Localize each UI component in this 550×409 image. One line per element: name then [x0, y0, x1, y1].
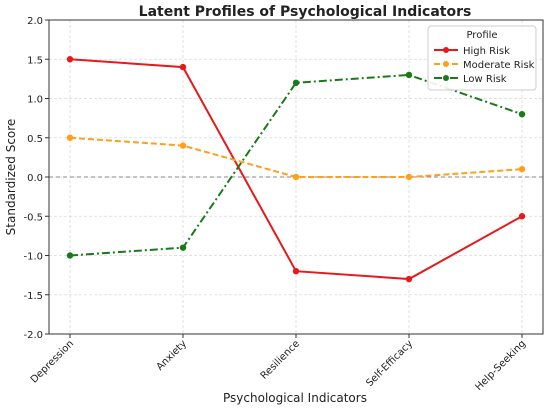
data-point-moderate-risk [405, 173, 413, 181]
y-tick-label: 1.0 [27, 95, 43, 106]
data-point-high-risk [518, 213, 526, 220]
legend-marker [443, 61, 449, 67]
data-point-low-risk [518, 111, 526, 118]
y-tick-label: -1.0 [23, 252, 43, 263]
data-point-moderate-risk [518, 165, 526, 173]
data-point-low-risk [66, 252, 74, 259]
y-tick-label: 2.0 [27, 16, 43, 27]
x-tick-label: Help-Seeking [473, 338, 528, 393]
y-tick-label: 0.5 [27, 134, 43, 145]
y-tick-label: -2.0 [23, 330, 43, 341]
y-tick-label: 0.0 [27, 173, 43, 184]
data-point-high-risk [66, 56, 74, 63]
data-point-low-risk [179, 244, 187, 251]
data-point-high-risk [292, 268, 300, 275]
data-point-high-risk [179, 63, 187, 71]
x-tick-label: Self-Efficacy [364, 338, 415, 389]
legend-marker [443, 75, 449, 81]
x-tick-label: Depression [29, 338, 76, 385]
legend-title: Profile [466, 30, 497, 41]
legend: Profile High Risk Moderate Risk Low Risk [427, 25, 537, 91]
legend-label: Low Risk [463, 74, 507, 85]
chart-title: Latent Profiles of Psychological Indicat… [139, 4, 472, 20]
y-axis-label: Standardized Score [4, 119, 18, 236]
legend-label: High Risk [463, 46, 510, 57]
x-tick-label: Anxiety [155, 338, 190, 373]
data-point-high-risk [405, 275, 413, 283]
data-point-low-risk [292, 79, 300, 87]
x-tick-label: Resilience [259, 338, 302, 381]
y-tick-label: 1.5 [27, 55, 43, 66]
legend-box [427, 25, 537, 91]
data-point-moderate-risk [66, 134, 74, 141]
data-point-low-risk [405, 71, 413, 79]
data-point-moderate-risk [179, 142, 187, 149]
x-axis-label: Psychological Indicators [223, 391, 367, 405]
legend-label: Moderate Risk [463, 60, 535, 71]
y-tick-label: -1.5 [23, 291, 43, 302]
y-tick-label: -0.5 [23, 212, 43, 223]
legend-marker [443, 47, 449, 53]
data-point-moderate-risk [292, 173, 300, 181]
